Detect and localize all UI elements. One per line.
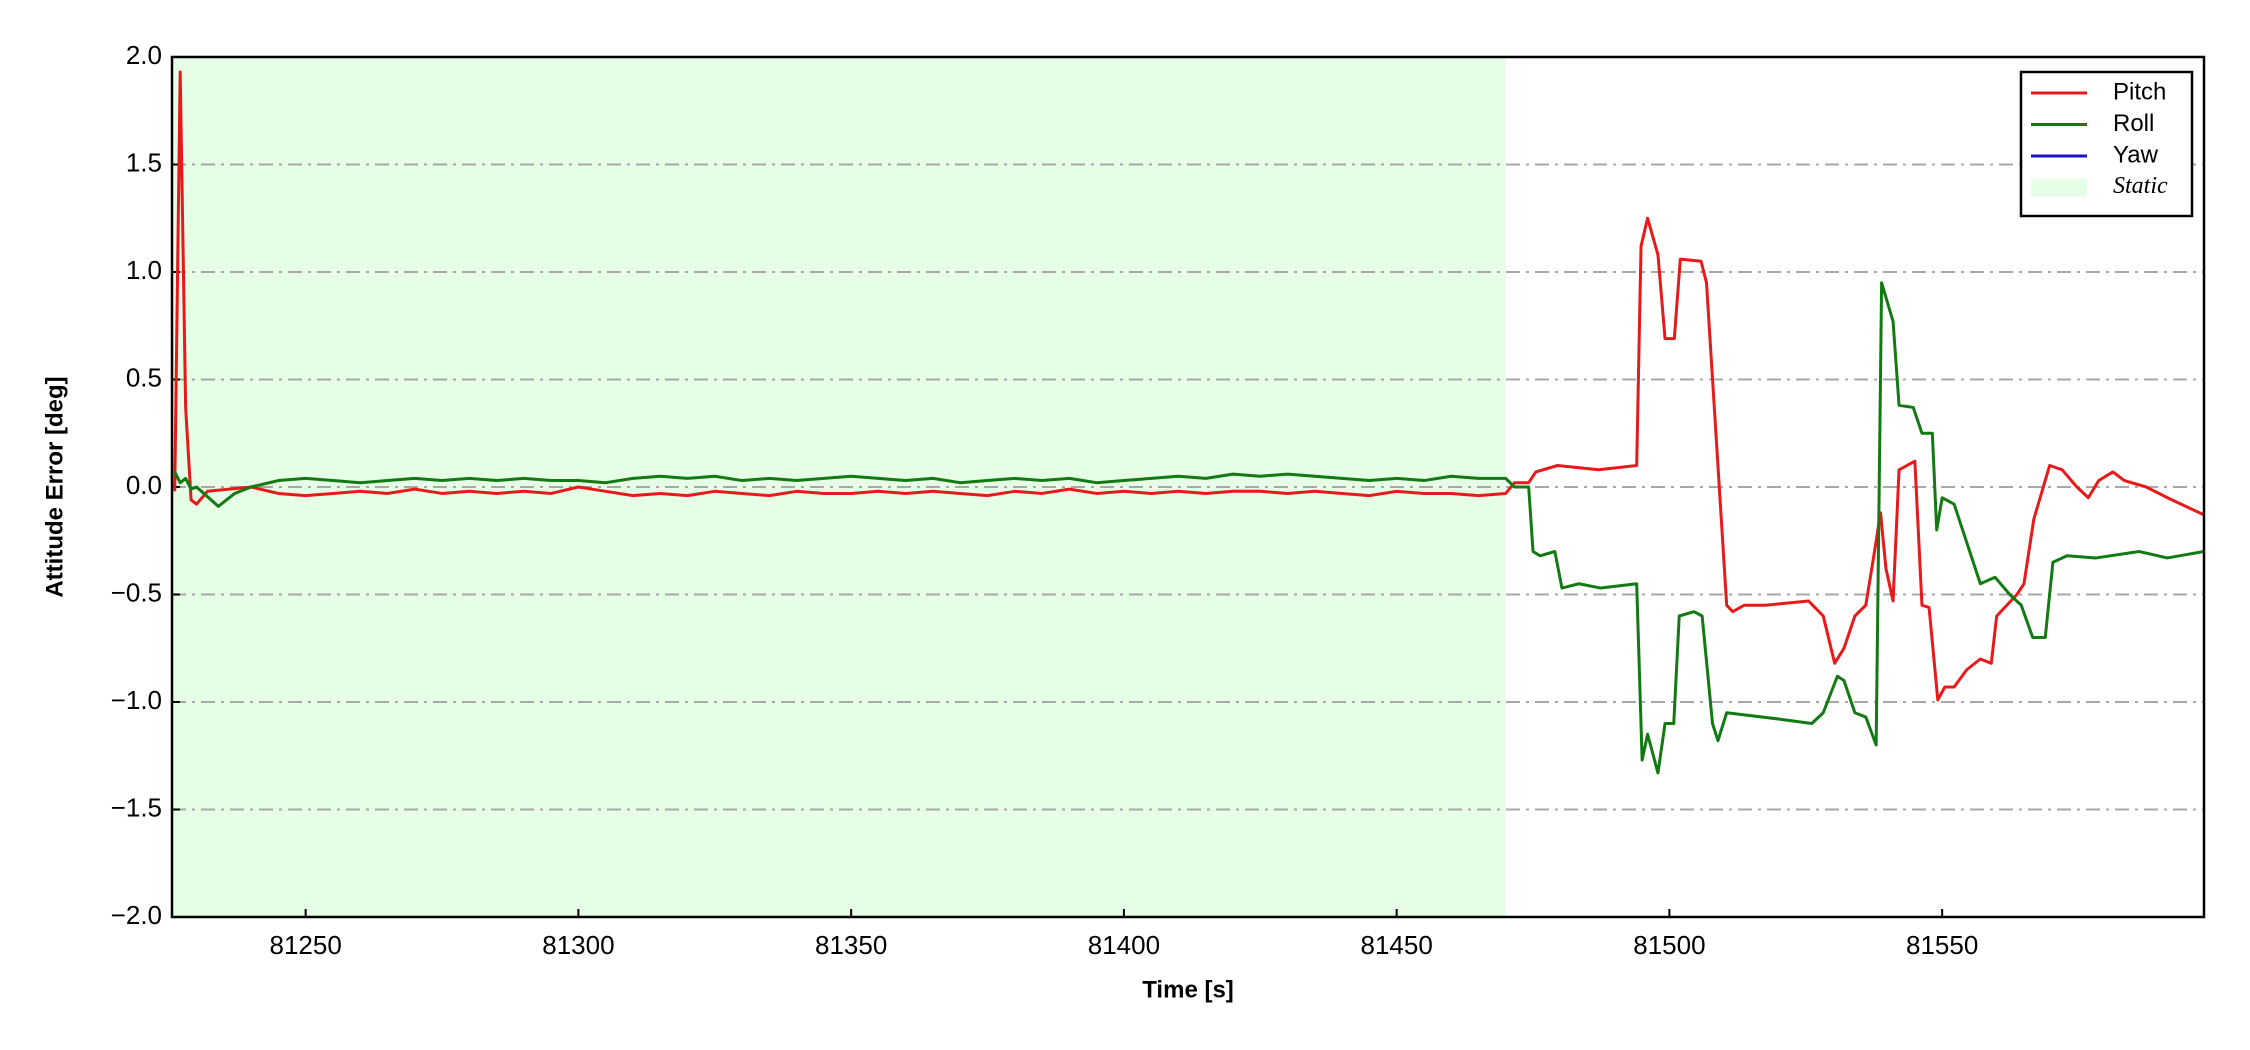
y-tick-label: 1.0 (126, 255, 162, 285)
series-line (173, 70, 2204, 702)
x-tick-label: 81300 (542, 930, 614, 960)
y-axis-title: Attitude Error [deg] (41, 376, 68, 597)
plot-frame (170, 55, 2206, 919)
y-tick-label: 0.0 (126, 470, 162, 500)
x-tick-label: 81500 (1633, 930, 1705, 960)
y-tick-label: 1.5 (126, 147, 162, 177)
legend-label: Pitch (2113, 78, 2166, 105)
legend-swatch (2031, 178, 2087, 197)
y-tick-label: 0.5 (126, 362, 162, 392)
x-tick-label: 81400 (1088, 930, 1160, 960)
legend-label: Static (2113, 173, 2168, 199)
y-tick-label: −1.5 (111, 792, 162, 822)
x-tick-label: 81250 (269, 930, 341, 960)
x-axis-title: Time [s] (1142, 976, 1234, 1003)
x-tick-label: 81450 (1360, 930, 1432, 960)
y-tick-label: −1.0 (111, 685, 162, 715)
series-line (173, 281, 2204, 775)
y-tick-label: −0.5 (111, 577, 162, 607)
legend-label: Yaw (2113, 141, 2159, 168)
y-tick-label: −2.0 (111, 900, 162, 930)
x-tick-label: 81550 (1906, 930, 1978, 960)
y-tick-label: 2.0 (126, 40, 162, 70)
x-tick-label: 81350 (815, 930, 887, 960)
legend-label: Roll (2113, 110, 2154, 137)
